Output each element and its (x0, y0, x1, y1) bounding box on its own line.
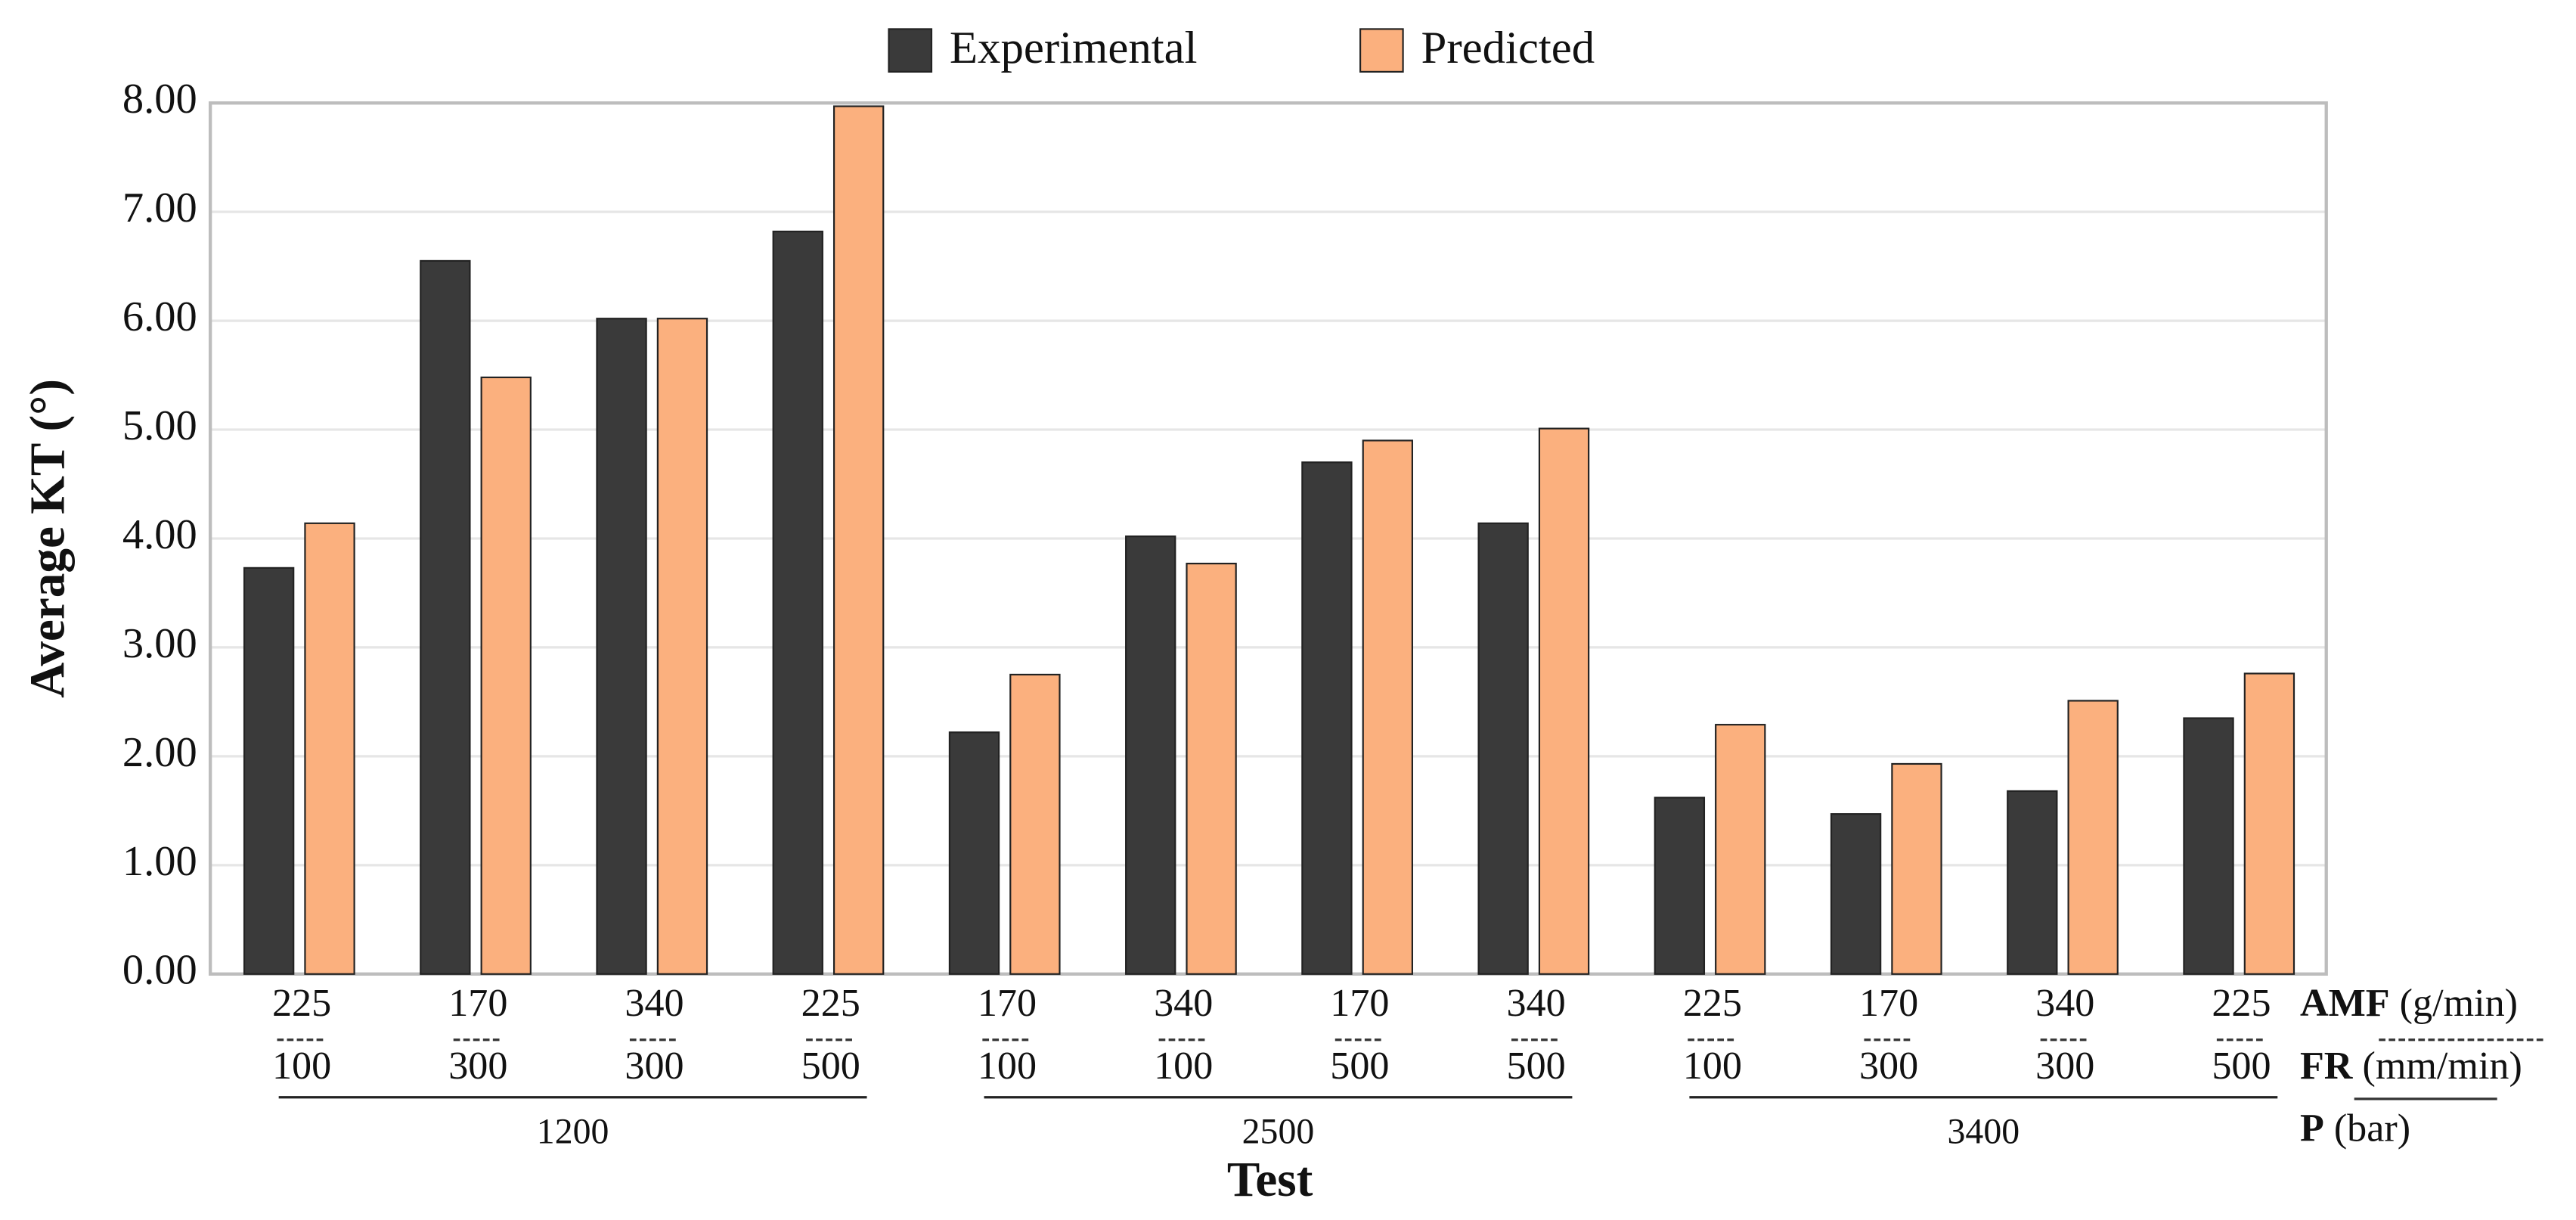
bar (480, 376, 532, 975)
bar (596, 318, 647, 975)
row-label: P (bar) (2300, 1107, 2410, 1150)
y-tick-label: 8.00 (122, 76, 197, 123)
fr-label: 500 (1507, 1045, 1566, 1088)
plot-border (208, 101, 2328, 976)
bar (1362, 439, 1413, 975)
bar (304, 522, 355, 975)
y-tick-label: 3.00 (122, 620, 197, 667)
fr-label: 100 (978, 1045, 1037, 1088)
bar (656, 318, 708, 975)
fr-label: 500 (2212, 1045, 2271, 1088)
amf-label: 170 (978, 982, 1037, 1025)
bar (832, 105, 885, 975)
p-label: 3400 (1948, 1112, 2020, 1152)
row-label-unit: (bar) (2334, 1107, 2410, 1150)
bar (1301, 461, 1353, 975)
y-tick-label: 0.00 (122, 947, 197, 994)
amf-label: 225 (272, 982, 331, 1025)
row-label: AMF (g/min) (2300, 982, 2518, 1025)
legend-swatch (1359, 28, 1404, 73)
amf-label: 340 (2035, 982, 2094, 1025)
fr-label: 100 (1154, 1045, 1213, 1088)
bar (772, 230, 823, 975)
y-axis-title: Average KT (°) (20, 379, 75, 698)
fr-label: 100 (272, 1045, 331, 1088)
legend-swatch (888, 28, 933, 73)
bar (1891, 762, 1942, 975)
amf-label: 225 (2212, 982, 2271, 1025)
y-tick-label: 6.00 (122, 293, 197, 340)
bar (2007, 790, 2058, 975)
p-label: 1200 (537, 1112, 609, 1152)
y-tick-label: 1.00 (122, 838, 197, 885)
row-label-name: FR (2300, 1045, 2354, 1088)
legend-label: Predicted (1421, 23, 1595, 73)
x-axis-title: Test (1227, 1153, 1313, 1207)
amf-label: 170 (448, 982, 507, 1025)
y-tick-label: 7.00 (122, 185, 197, 231)
row-label-name: P (2300, 1107, 2324, 1150)
bar (1125, 535, 1176, 975)
bar (948, 731, 1000, 975)
legend-label: Experimental (950, 23, 1198, 73)
row-label-unit: (g/min) (2400, 982, 2518, 1025)
bar (2243, 672, 2295, 975)
fr-label: 300 (448, 1045, 507, 1088)
row-label: FR (mm/min) (2300, 1045, 2522, 1088)
bar (1715, 724, 1766, 975)
amf-label: 225 (801, 982, 860, 1025)
y-tick-label: 2.00 (122, 729, 197, 776)
row-label-name: AMF (2300, 982, 2390, 1025)
bar (1186, 563, 1237, 975)
bar (243, 567, 295, 975)
bar (420, 259, 471, 975)
bar (2067, 700, 2119, 975)
amf-label: 170 (1859, 982, 1918, 1025)
y-tick-label: 5.00 (122, 402, 197, 449)
fr-label: 500 (1330, 1045, 1389, 1088)
amf-label: 340 (1154, 982, 1213, 1025)
amf-label: 170 (1330, 982, 1389, 1025)
fr-label: 300 (625, 1045, 684, 1088)
fr-label: 300 (2035, 1045, 2094, 1088)
bar (2183, 717, 2234, 975)
fr-label: 300 (1859, 1045, 1918, 1088)
bar (1009, 673, 1061, 975)
y-tick-label: 4.00 (122, 511, 197, 558)
amf-label: 340 (625, 982, 684, 1025)
row-label-unit: (mm/min) (2362, 1045, 2522, 1088)
bar (1830, 813, 1882, 975)
p-label: 2500 (1242, 1112, 1315, 1152)
amf-label: 340 (1507, 982, 1566, 1025)
amf-label: 225 (1683, 982, 1742, 1025)
fr-label: 500 (801, 1045, 860, 1088)
bar (1538, 427, 1590, 975)
bar (1477, 522, 1529, 975)
fr-label: 100 (1683, 1045, 1742, 1088)
bar (1654, 796, 1706, 975)
